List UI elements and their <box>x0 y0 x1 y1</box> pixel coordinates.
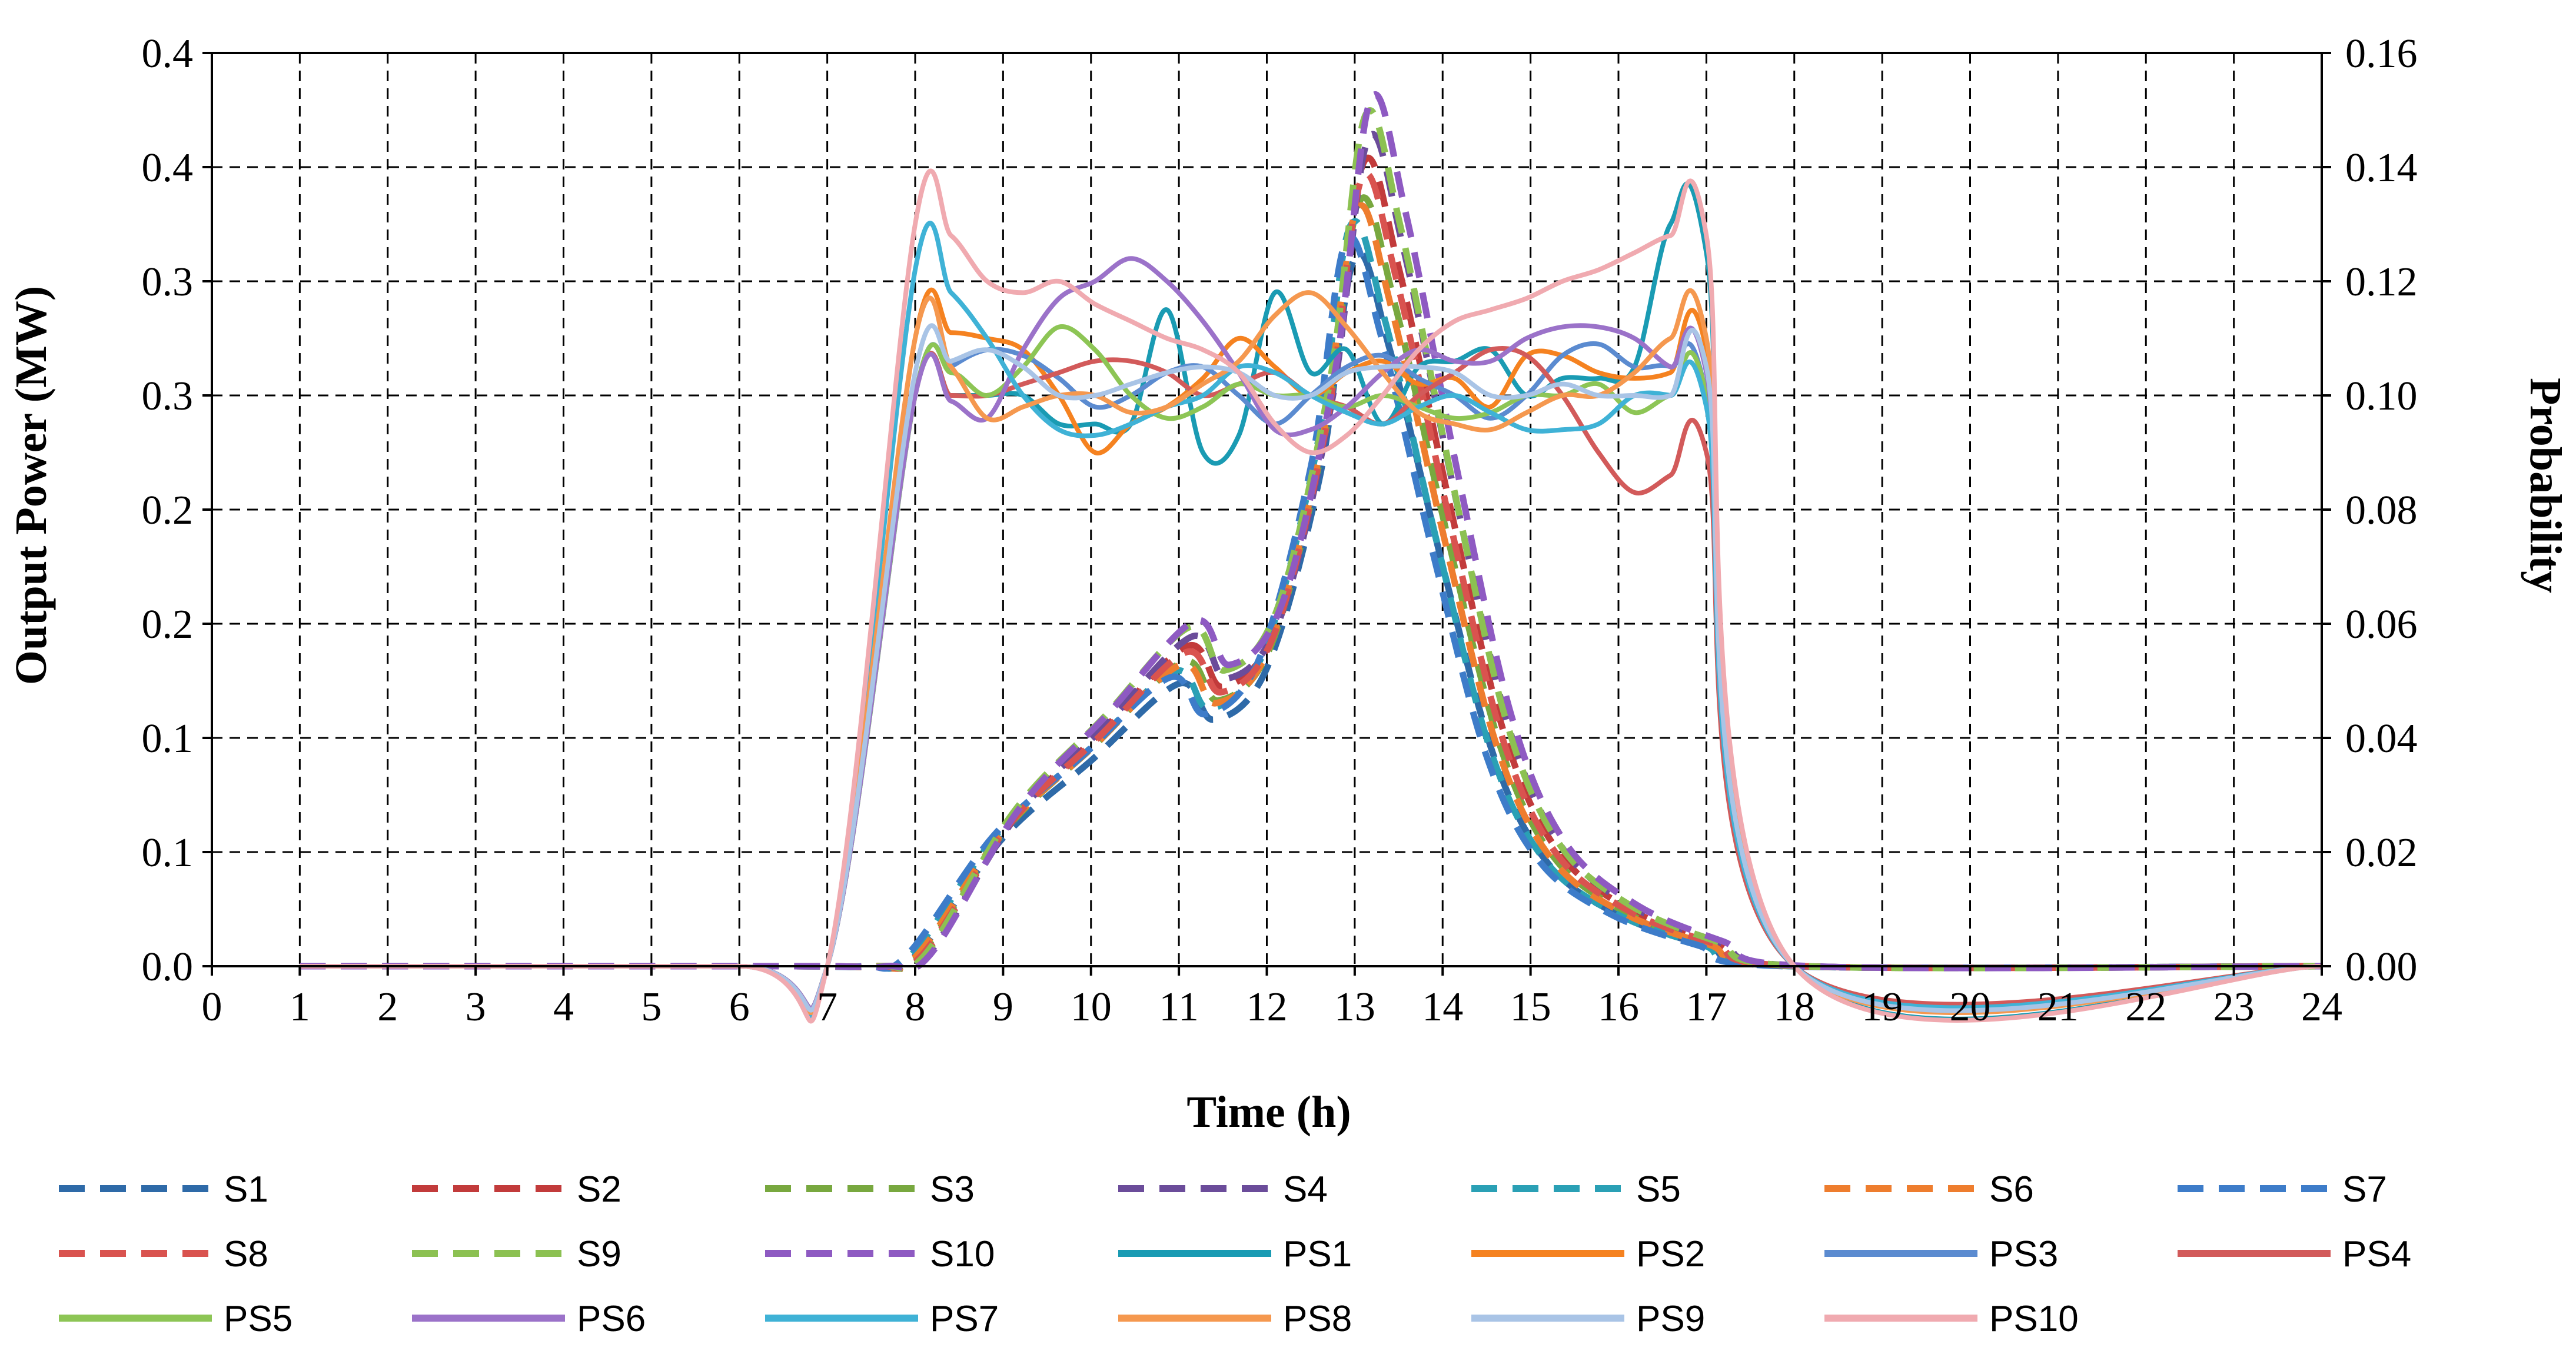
legend-label: S4 <box>1283 1169 1328 1210</box>
legend-label: S7 <box>2342 1169 2387 1210</box>
series-line <box>300 181 2322 1022</box>
legend-label: PS2 <box>1636 1234 1705 1275</box>
series-line <box>300 249 2322 972</box>
series-line <box>300 194 2322 972</box>
legend-label: PS1 <box>1283 1234 1352 1275</box>
x-tick-label: 17 <box>1686 984 1727 1030</box>
x-tick-label: 22 <box>2125 984 2166 1030</box>
y-tick-label: 0.3 <box>142 260 194 305</box>
series-line <box>300 288 2322 1015</box>
series-line <box>300 323 2322 1013</box>
y2-tick-label: 0.04 <box>2345 716 2418 761</box>
y2-tick-label: 0.12 <box>2345 260 2418 305</box>
series-line <box>300 131 2322 972</box>
y-tick-label: 0.2 <box>142 488 194 533</box>
x-tick-label: 4 <box>553 984 574 1030</box>
legend-label: PS8 <box>1283 1299 1352 1339</box>
x-tick-label: 0 <box>202 984 222 1030</box>
x-tick-label: 2 <box>377 984 398 1030</box>
legend-label: S8 <box>224 1234 268 1275</box>
series-line <box>300 202 2322 972</box>
series-line <box>300 341 2322 1011</box>
x-tick-label: 11 <box>1159 984 1198 1030</box>
x-tick-label: 12 <box>1247 984 1288 1030</box>
legend-label: PS9 <box>1636 1299 1705 1339</box>
y-tick-label: 0.0 <box>142 944 194 990</box>
x-axis-title: Time (h) <box>1186 1087 1351 1137</box>
series-line <box>300 168 2322 1024</box>
series-line <box>300 221 2322 1020</box>
x-tick-label: 5 <box>641 984 662 1030</box>
y-tick-label: 0.1 <box>142 830 194 876</box>
series-line <box>300 218 2322 972</box>
series-line <box>300 234 2322 972</box>
y2-tick-label: 0.08 <box>2345 488 2418 533</box>
y2-tick-label: 0.14 <box>2345 145 2418 191</box>
x-tick-label: 3 <box>466 984 486 1030</box>
y2-tick-label: 0.06 <box>2345 602 2418 647</box>
y-tick-label: 0.1 <box>142 716 194 761</box>
legend-label: PS7 <box>930 1299 999 1339</box>
x-tick-label: 15 <box>1510 984 1551 1030</box>
x-tick-label: 7 <box>817 984 837 1030</box>
x-tick-label: 10 <box>1071 984 1112 1030</box>
legend-label: S3 <box>930 1169 975 1210</box>
x-tick-label: 21 <box>2037 984 2079 1030</box>
x-tick-label: 23 <box>2213 984 2255 1030</box>
x-tick-label: 19 <box>1862 984 1903 1030</box>
x-tick-label: 18 <box>1774 984 1815 1030</box>
x-tick-label: 13 <box>1334 984 1375 1030</box>
y-tick-label: 0.4 <box>142 145 194 191</box>
series-line <box>300 91 2322 973</box>
x-tick-label: 8 <box>905 984 926 1030</box>
series-line <box>300 154 2322 972</box>
legend-label: S2 <box>577 1169 621 1210</box>
x-tick-label: 14 <box>1422 984 1463 1030</box>
x-tick-label: 6 <box>729 984 750 1030</box>
y2-tick-label: 0.00 <box>2345 944 2418 990</box>
y2-tick-label: 0.16 <box>2345 31 2418 76</box>
y-tick-label: 0.2 <box>142 602 194 647</box>
legend-label: S6 <box>1989 1169 2034 1210</box>
y2-tick-label: 0.10 <box>2345 374 2418 419</box>
series-line <box>300 345 2322 1011</box>
legend-label: S9 <box>577 1234 621 1275</box>
legend-label: PS5 <box>224 1299 292 1339</box>
y-tick-label: 0.3 <box>142 374 194 419</box>
x-tick-label: 16 <box>1598 984 1639 1030</box>
legend-label: S5 <box>1636 1169 1681 1210</box>
y-tick-label: 0.4 <box>142 31 194 76</box>
y2-tick-label: 0.02 <box>2345 830 2418 876</box>
legend-label: PS4 <box>2342 1234 2411 1275</box>
y2-axis-title: Probability <box>2521 378 2570 593</box>
x-tick-label: 20 <box>1950 984 1991 1030</box>
x-tick-label: 9 <box>993 984 1013 1030</box>
legend-label: S1 <box>224 1169 268 1210</box>
x-tick-label: 24 <box>2301 984 2342 1030</box>
legend-label: PS6 <box>577 1299 646 1339</box>
legend-label: PS3 <box>1989 1234 2058 1275</box>
legend-label: S10 <box>930 1234 995 1275</box>
y-axis-title: Output Power (MW) <box>6 286 56 685</box>
series-line <box>300 107 2322 973</box>
legend-label: PS10 <box>1989 1299 2079 1339</box>
x-tick-label: 1 <box>290 984 310 1030</box>
